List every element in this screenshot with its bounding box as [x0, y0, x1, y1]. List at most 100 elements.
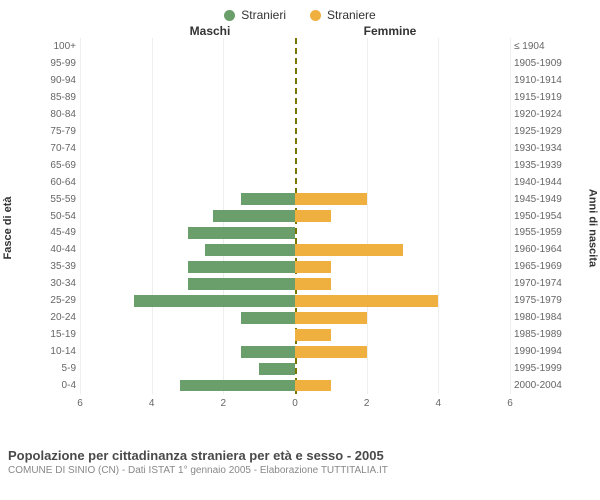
y-right-axis-title: Anni di nascita [586, 189, 598, 267]
x-tick-label: 2 [364, 398, 370, 409]
legend-female-label: Straniere [327, 8, 376, 22]
age-label: 10-14 [30, 346, 76, 357]
birth-year-label: 1915-1919 [514, 92, 572, 103]
male-half [80, 89, 295, 106]
birth-year-label: 1945-1949 [514, 194, 572, 205]
chart-row: 70-741930-1934 [80, 140, 510, 157]
chart-row: 50-541950-1954 [80, 208, 510, 225]
legend-female: Straniere [310, 8, 376, 22]
caption-line1: Popolazione per cittadinanza straniera p… [8, 448, 592, 463]
male-half [80, 157, 295, 174]
age-label: 95-99 [30, 58, 76, 69]
caption: Popolazione per cittadinanza straniera p… [8, 448, 592, 476]
title-left: Maschi [120, 24, 300, 38]
female-bar [295, 244, 403, 256]
male-half [80, 174, 295, 191]
female-bar [295, 193, 367, 205]
age-label: 85-89 [30, 92, 76, 103]
female-half [295, 208, 510, 225]
male-half [80, 343, 295, 360]
age-label: 35-39 [30, 261, 76, 272]
male-half [80, 38, 295, 55]
male-half [80, 258, 295, 275]
male-bar [213, 210, 295, 222]
x-tick-label: 0 [292, 398, 298, 409]
male-half [80, 241, 295, 258]
female-half [295, 377, 510, 394]
birth-year-label: 1960-1964 [514, 244, 572, 255]
birth-year-label: 1930-1934 [514, 143, 572, 154]
age-label: 100+ [30, 41, 76, 52]
x-tick-label: 2 [221, 398, 227, 409]
birth-year-label: 1975-1979 [514, 295, 572, 306]
female-bar [295, 210, 331, 222]
male-half [80, 275, 295, 292]
male-half [80, 224, 295, 241]
female-half [295, 106, 510, 123]
x-tick-label: 4 [436, 398, 442, 409]
age-label: 30-34 [30, 278, 76, 289]
x-tick-label: 4 [149, 398, 155, 409]
male-bar [188, 261, 296, 273]
birth-year-label: 1910-1914 [514, 75, 572, 86]
birth-year-label: 1950-1954 [514, 211, 572, 222]
female-half [295, 72, 510, 89]
chart-row: 75-791925-1929 [80, 123, 510, 140]
female-half [295, 224, 510, 241]
birth-year-label: 1995-1999 [514, 363, 572, 374]
female-bar [295, 329, 331, 341]
chart-row: 35-391965-1969 [80, 258, 510, 275]
birth-year-label: 1935-1939 [514, 160, 572, 171]
y-left-axis-title: Fasce di età [2, 197, 14, 260]
age-label: 50-54 [30, 211, 76, 222]
chart-row: 15-191985-1989 [80, 326, 510, 343]
age-label: 75-79 [30, 126, 76, 137]
female-bar [295, 278, 331, 290]
birth-year-label: 2000-2004 [514, 380, 572, 391]
birth-year-label: 1925-1929 [514, 126, 572, 137]
age-label: 20-24 [30, 312, 76, 323]
male-bar [205, 244, 295, 256]
female-half [295, 360, 510, 377]
chart-side-titles: Maschi Femmine [0, 24, 600, 38]
population-pyramid-chart: Fasce di età Anni di nascita 100+≤ 19049… [30, 38, 570, 418]
chart-row: 90-941910-1914 [80, 72, 510, 89]
birth-year-label: 1920-1924 [514, 109, 572, 120]
birth-year-label: ≤ 1904 [514, 41, 572, 52]
birth-year-label: 1990-1994 [514, 346, 572, 357]
age-label: 60-64 [30, 177, 76, 188]
legend-male-label: Stranieri [241, 8, 286, 22]
age-label: 70-74 [30, 143, 76, 154]
male-half [80, 140, 295, 157]
female-half [295, 275, 510, 292]
male-half [80, 360, 295, 377]
female-half [295, 292, 510, 309]
birth-year-label: 1905-1909 [514, 58, 572, 69]
birth-year-label: 1965-1969 [514, 261, 572, 272]
age-label: 15-19 [30, 329, 76, 340]
birth-year-label: 1955-1959 [514, 227, 572, 238]
chart-row: 25-291975-1979 [80, 292, 510, 309]
chart-row: 95-991905-1909 [80, 55, 510, 72]
female-half [295, 343, 510, 360]
male-half [80, 309, 295, 326]
female-half [295, 258, 510, 275]
chart-row: 100+≤ 1904 [80, 38, 510, 55]
female-half [295, 241, 510, 258]
male-bar [241, 346, 295, 358]
male-bar [134, 295, 295, 307]
male-half [80, 208, 295, 225]
x-tick-label: 6 [77, 398, 83, 409]
age-label: 80-84 [30, 109, 76, 120]
female-half [295, 123, 510, 140]
gridline [510, 38, 511, 394]
age-label: 65-69 [30, 160, 76, 171]
chart-row: 60-641940-1944 [80, 174, 510, 191]
female-swatch [310, 10, 321, 21]
age-label: 40-44 [30, 244, 76, 255]
male-bar [180, 380, 295, 392]
chart-row: 0-42000-2004 [80, 377, 510, 394]
female-half [295, 174, 510, 191]
female-bar [295, 295, 438, 307]
birth-year-label: 1970-1974 [514, 278, 572, 289]
